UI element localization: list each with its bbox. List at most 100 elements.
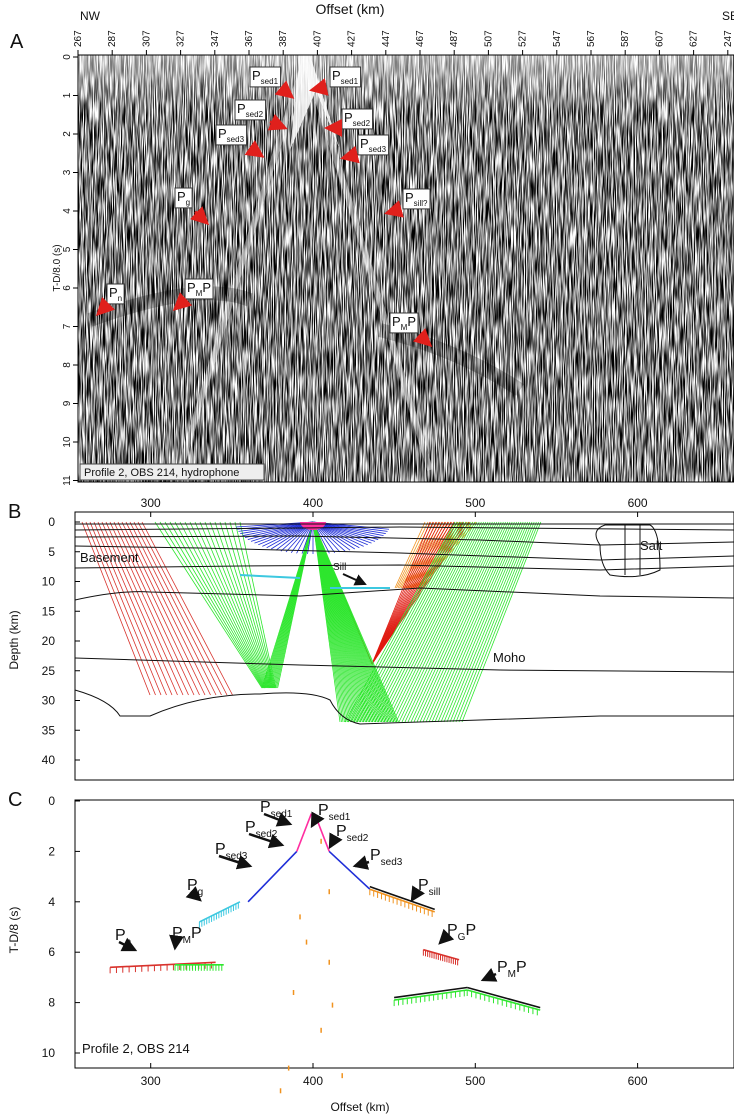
y-tick-label: 0 [62, 54, 73, 60]
x-tick-label: 367 [244, 30, 255, 47]
phase-part: M [508, 969, 516, 980]
y-axis-label: Depth (km) [7, 610, 21, 669]
phase-part: P [447, 922, 458, 939]
panel-letter: C [8, 789, 22, 811]
y-tick-label: 25 [42, 664, 56, 678]
x-tick-label: 287 [107, 30, 118, 47]
phase-part: M [183, 935, 191, 946]
phase-part: P [237, 101, 246, 116]
y-tick-label: 4 [62, 208, 73, 214]
axis-title: Offset (km) [316, 1, 385, 17]
x-tick-label: 507 [483, 30, 494, 47]
x-tick-label: 387 [278, 30, 289, 47]
phase-part: sill [429, 887, 441, 898]
phase-part: sed2 [353, 119, 371, 128]
phase-part: g [198, 887, 204, 898]
phase-part: P [336, 823, 347, 840]
x-tick-label: 587 [620, 30, 631, 47]
x-tick-label: 427 [347, 30, 358, 47]
figure: A Offset (km) NW SE T-D/8.0 (s) Profile … [0, 0, 734, 1117]
panel-b: B Depth (km) 300400500600051015202530354… [7, 496, 734, 780]
y-tick-label: 8 [62, 362, 73, 368]
model-label: Salt [640, 538, 663, 553]
y-tick-label: 35 [42, 723, 56, 737]
phase-part: sed1 [329, 812, 351, 823]
phase-part: P [332, 68, 341, 83]
x-axis-label: Offset (km) [330, 1100, 389, 1114]
y-tick-label: 10 [42, 1046, 56, 1060]
phase-part: P [187, 280, 196, 295]
phase-part: g [186, 198, 190, 207]
panel-c: C T-D/8 (s) Offset (km) Profile 2, OBS 2… [7, 789, 734, 1114]
phase-part: sed3 [381, 857, 403, 868]
y-tick-label: 15 [42, 604, 56, 618]
x-tick-label: 627 [689, 30, 700, 47]
seismic-record [78, 55, 734, 482]
y-tick-label: 20 [42, 634, 56, 648]
y-tick-label: 3 [62, 169, 73, 175]
y-tick-label: 11 [62, 475, 73, 486]
y-axis-label: T-D/8 (s) [7, 907, 21, 954]
phase-part: sed2 [246, 110, 264, 119]
panel-letter: B [8, 501, 21, 523]
y-tick-label: 30 [42, 694, 56, 708]
y-tick-label: 9 [62, 400, 73, 406]
phase-part: P [516, 959, 527, 976]
x-tick-label: 347 [210, 30, 221, 47]
y-tick-label: 40 [42, 753, 56, 767]
y-tick-label: 10 [62, 436, 73, 448]
y-tick-label: 2 [62, 131, 73, 137]
phase-part: P [202, 280, 211, 295]
phase-part: sed2 [347, 833, 369, 844]
x-tick-label: 500 [465, 1074, 485, 1088]
panel-a: A Offset (km) NW SE T-D/8.0 (s) Profile … [10, 1, 734, 486]
y-tick-label: 10 [42, 575, 56, 589]
phase-part: P [109, 285, 118, 300]
phase-part: P [187, 877, 198, 894]
phase-part: P [405, 190, 414, 205]
x-tick-label: 500 [465, 496, 485, 510]
panel-letter: A [10, 31, 24, 53]
y-tick-label: 1 [62, 92, 73, 98]
phase-part: sed1 [341, 77, 359, 86]
direction-label: NW [80, 9, 101, 23]
y-tick-label: 6 [48, 945, 55, 959]
caption: Profile 2, OBS 214 [82, 1041, 190, 1056]
x-tick-label: 600 [628, 1074, 648, 1088]
x-tick-label: 487 [449, 30, 460, 47]
phase-part: P [252, 68, 261, 83]
phase-part: P [497, 959, 508, 976]
phase-part: sed3 [369, 145, 387, 154]
phase-part: P [360, 136, 369, 151]
x-tick-label: 607 [654, 30, 665, 47]
x-tick-label: 407 [312, 30, 323, 47]
phase-part: P [318, 802, 329, 819]
phase-part: P [344, 110, 353, 125]
phase-part: P [407, 314, 416, 329]
phase-part: sed1 [261, 77, 279, 86]
phase-part: P [191, 925, 202, 942]
x-tick-label: 400 [303, 496, 323, 510]
phase-part: P [418, 877, 429, 894]
model-label: Sill [333, 562, 346, 573]
y-tick-label: 4 [48, 895, 55, 909]
y-tick-label: 6 [62, 285, 73, 291]
phase-arrow [175, 940, 176, 948]
model-label: Moho [493, 650, 526, 665]
x-tick-label: 447 [381, 30, 392, 47]
y-tick-label: 0 [48, 794, 55, 808]
y-tick-label: 5 [48, 545, 55, 559]
phase-part: P [177, 189, 186, 204]
x-tick-label: 527 [518, 30, 529, 47]
phase-part: P [392, 314, 401, 329]
direction-label: SE [722, 9, 734, 23]
x-tick-label: 300 [141, 496, 161, 510]
frame [75, 512, 734, 780]
phase-part: P [465, 922, 476, 939]
noise-band [78, 55, 734, 115]
y-tick-label: 2 [48, 844, 55, 858]
x-tick-label: 600 [628, 496, 648, 510]
phase-part: sed3 [227, 135, 245, 144]
caption: Profile 2, OBS 214, hydrophone [84, 467, 239, 479]
x-tick-label: 267 [73, 30, 84, 47]
